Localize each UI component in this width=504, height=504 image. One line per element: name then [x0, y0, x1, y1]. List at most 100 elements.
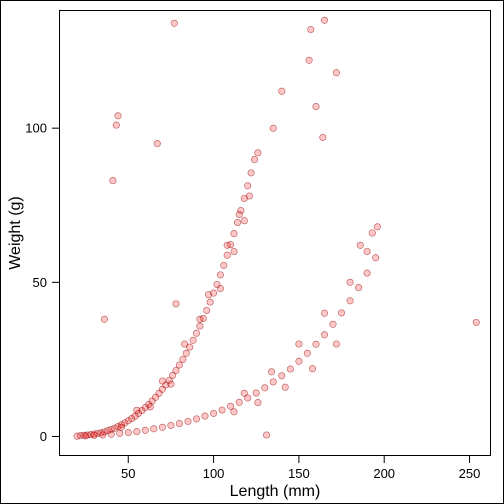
data-point [305, 56, 313, 64]
data-point [247, 169, 255, 177]
data-point [245, 192, 253, 200]
data-point [472, 318, 480, 326]
data-point [181, 340, 189, 348]
data-point [90, 431, 98, 439]
data-point [141, 426, 149, 434]
data-point [158, 377, 166, 385]
x-axis-title: Length (mm) [230, 483, 321, 500]
data-point [223, 241, 231, 249]
data-point [237, 206, 245, 215]
data-point [133, 406, 141, 414]
data-point [175, 420, 183, 428]
data-point [235, 398, 243, 406]
y-tick-label: 0 [40, 429, 47, 444]
data-point [286, 365, 294, 373]
data-point [356, 241, 364, 249]
data-point [189, 336, 197, 344]
y-axis: 0 50 100 [25, 121, 59, 444]
data-point [319, 133, 327, 141]
data-point [252, 389, 260, 397]
data-point [337, 309, 346, 317]
y-tick-label: 100 [25, 121, 47, 136]
data-point [124, 428, 132, 437]
data-point [196, 315, 204, 323]
data-point [216, 271, 224, 279]
data-point [169, 371, 177, 379]
data-point [235, 210, 243, 219]
data-point [307, 25, 315, 34]
points-layer [73, 16, 480, 440]
data-point [182, 349, 190, 357]
data-point [329, 320, 337, 328]
y-tick-label: 50 [33, 275, 47, 290]
x-tick-label: 100 [203, 466, 225, 481]
data-point [82, 432, 90, 440]
data-point [192, 415, 201, 423]
data-point [117, 423, 125, 431]
data-point [175, 361, 183, 369]
data-point [117, 421, 125, 429]
data-point [196, 322, 204, 330]
data-point [165, 376, 173, 384]
data-point [107, 430, 115, 438]
x-tick-label: 200 [373, 466, 395, 481]
data-point [167, 421, 175, 429]
data-point [244, 182, 252, 190]
data-point [179, 355, 187, 363]
data-point [373, 223, 381, 231]
data-point [233, 218, 242, 227]
plot-area [59, 10, 491, 456]
data-point [210, 409, 218, 417]
data-point [73, 432, 81, 440]
data-point [111, 424, 119, 432]
data-point [320, 309, 329, 317]
data-point [99, 431, 107, 439]
data-point [254, 149, 262, 157]
data-point [116, 429, 124, 437]
data-point [240, 389, 248, 397]
data-point [192, 329, 201, 337]
data-point [363, 247, 371, 256]
data-point [167, 380, 175, 388]
data-point [355, 284, 363, 292]
data-point [230, 230, 238, 238]
data-point [312, 340, 320, 348]
data-point [203, 306, 211, 314]
data-point [363, 269, 371, 277]
data-point [150, 425, 158, 433]
data-point [230, 408, 238, 416]
data-point [206, 298, 214, 306]
data-point [320, 16, 329, 24]
x-axis: 50 100 150 200 250 [121, 456, 480, 481]
data-point [308, 365, 317, 373]
x-tick-label: 150 [288, 466, 310, 481]
data-point [112, 121, 120, 129]
data-point [332, 69, 340, 77]
data-point [146, 403, 154, 411]
data-point [153, 140, 161, 148]
data-point [230, 247, 238, 256]
data-point [295, 357, 303, 365]
data-point [262, 431, 271, 439]
x-tick-label: 50 [121, 466, 135, 481]
data-point [303, 349, 311, 357]
data-point [244, 394, 252, 402]
data-point [254, 399, 262, 407]
data-point [158, 423, 166, 431]
data-point [216, 284, 224, 293]
data-point [346, 278, 354, 286]
data-point [261, 384, 269, 392]
data-point [250, 156, 259, 164]
data-point [172, 300, 180, 308]
y-axis-title: Weight (g) [7, 196, 24, 270]
data-point [368, 229, 376, 237]
data-point [268, 368, 276, 376]
data-point [172, 366, 180, 375]
data-point [100, 315, 108, 323]
data-point [372, 254, 380, 262]
data-point [204, 291, 213, 299]
data-point [346, 297, 354, 305]
